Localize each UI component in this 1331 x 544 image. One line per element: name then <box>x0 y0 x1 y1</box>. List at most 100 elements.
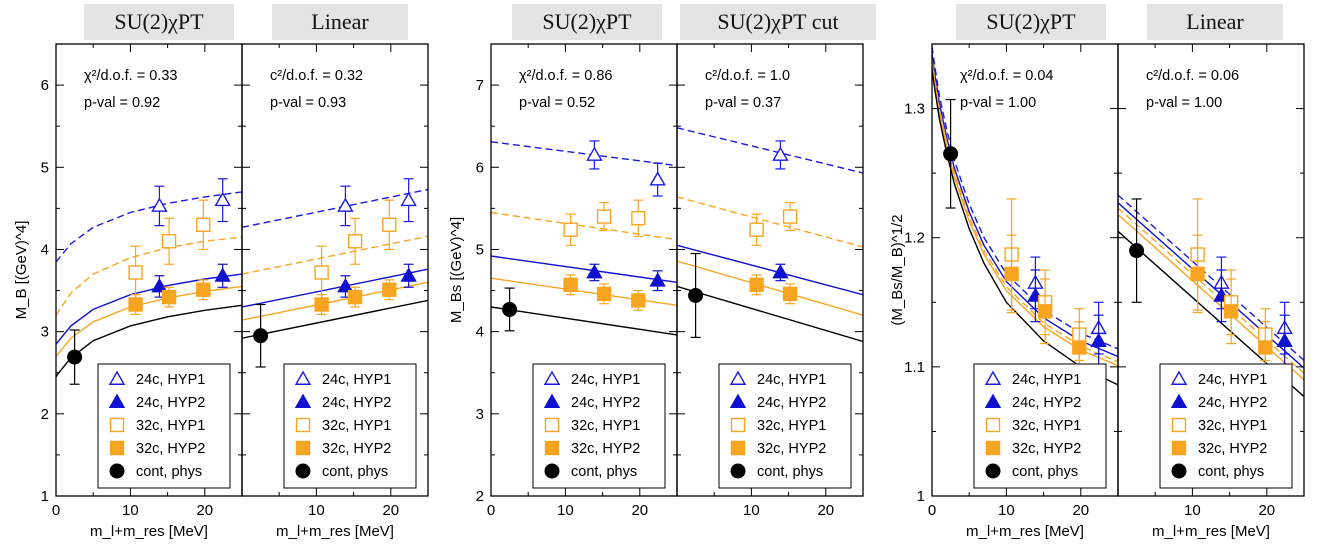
fit-curves <box>242 188 428 339</box>
data-point <box>782 286 798 302</box>
x-tick-label: 10 <box>998 502 1015 519</box>
plot-frame <box>241 43 429 497</box>
legend-label: 32c, HYP1 <box>757 418 826 434</box>
x-tick-label: 20 <box>196 502 213 519</box>
x-tick-label: 10 <box>743 502 760 519</box>
legend-label: 32c, HYP1 <box>136 418 205 434</box>
y-tick-label: 1.1 <box>904 359 925 376</box>
x-tick-label: 20 <box>1258 502 1275 519</box>
y-tick-label: 2 <box>41 406 49 423</box>
y-tick-label: 3 <box>41 324 49 341</box>
legend-marker <box>108 393 126 408</box>
y-tick-label: 1.3 <box>904 101 925 118</box>
legend: 24c, HYP1 24c, HYP2 32c, HYP1 32c, HYP2 cont… <box>97 363 231 489</box>
fit-line <box>677 196 863 248</box>
data-point <box>1090 332 1107 347</box>
panel-title-5: SU(2)χPT <box>956 4 1106 40</box>
legend-marker <box>984 370 1002 385</box>
legend-label: cont, phys <box>1198 464 1264 480</box>
data-point <box>596 209 612 224</box>
panel-title-3: SU(2)χPT <box>512 4 662 40</box>
legend-marker <box>729 393 747 408</box>
fit-quality-text: χ²/d.o.f. = 0.04 <box>960 68 1053 84</box>
fit-line <box>932 46 1118 350</box>
legend-label: 24c, HYP1 <box>136 372 205 388</box>
data-point <box>1258 340 1273 355</box>
fit-line <box>242 299 428 339</box>
data-point <box>772 264 789 279</box>
legend: 24c, HYP1 24c, HYP2 32c, HYP1 32c, HYP2 cont… <box>973 363 1107 489</box>
data-point <box>1004 266 1019 282</box>
fit-line <box>242 268 428 308</box>
y-tick-label: 6 <box>476 159 484 176</box>
data-point <box>1072 340 1087 355</box>
data-point <box>151 197 168 212</box>
data-point <box>382 282 397 297</box>
legend-marker <box>730 463 746 479</box>
legend-marker <box>294 370 312 385</box>
fit-line <box>242 281 428 321</box>
x-axis-label: m_l+m_res [MeV] <box>1152 523 1270 540</box>
data-point <box>337 278 354 293</box>
data-point <box>563 277 578 292</box>
panel-1: 0 10 20 1 2 3 4 5 6 χ²/d.o.f. = 0.33 p-val = 0.92 m… <box>13 43 243 540</box>
legend-label: 32c, HYP2 <box>1198 441 1267 457</box>
data-point <box>151 278 168 293</box>
data-point <box>1190 266 1205 282</box>
fit-line <box>677 260 863 316</box>
fit-line <box>491 255 677 283</box>
legend-label: 24c, HYP2 <box>571 395 640 411</box>
data-point <box>314 265 329 280</box>
panel-2: 10 20 c²/d.o.f. = 0.32 p-val = 0.93 m_l+m_re… <box>241 43 429 540</box>
legend-label: 24c, HYP2 <box>1198 395 1267 411</box>
x-tick-label: 10 <box>122 502 139 519</box>
legend-label: 32c, HYP1 <box>1012 418 1081 434</box>
panel-4: 10 20 c²/d.o.f. = 1.0 p-val = 0.37 24c, HYP1… <box>676 43 864 519</box>
x-tick-label: 20 <box>817 502 834 519</box>
legend-marker <box>295 417 311 433</box>
data-point <box>502 301 518 317</box>
legend-marker <box>543 393 561 408</box>
legend-label: 32c, HYP2 <box>571 441 640 457</box>
y-tick-label: 4 <box>476 324 484 341</box>
legend-label: 24c, HYP1 <box>571 372 640 388</box>
fit-line <box>1118 202 1304 369</box>
legend-label: 24c, HYP2 <box>1012 395 1081 411</box>
legend-marker <box>108 370 126 385</box>
legend-label: 24c, HYP1 <box>322 372 391 388</box>
p-value-text: p-val = 0.52 <box>519 95 595 111</box>
data-point <box>586 264 603 279</box>
p-value-text: p-val = 0.37 <box>705 95 781 111</box>
legend-label: 24c, HYP2 <box>322 395 391 411</box>
fit-line <box>491 141 677 167</box>
legend-label: 24c, HYP1 <box>1198 372 1267 388</box>
x-tick-label: 0 <box>52 502 60 519</box>
data-point <box>128 265 143 280</box>
fit-quality-text: c²/d.o.f. = 0.32 <box>270 68 363 84</box>
fit-line <box>491 306 677 336</box>
data-point <box>749 277 764 292</box>
data-point <box>196 282 211 297</box>
x-axis-label: m_l+m_res [MeV] <box>966 523 1084 540</box>
legend-marker <box>295 440 311 456</box>
fit-line <box>677 285 863 343</box>
data-point <box>688 287 704 303</box>
data-point <box>631 211 646 226</box>
data-point <box>1037 304 1053 319</box>
legend-label: 32c, HYP1 <box>1198 418 1267 434</box>
legend-marker <box>1170 393 1188 408</box>
data-point <box>631 293 646 308</box>
legend-label: 32c, HYP1 <box>322 418 391 434</box>
data-point <box>563 222 578 237</box>
p-value-text: p-val = 1.00 <box>1146 95 1222 111</box>
legend-marker <box>1171 463 1187 479</box>
legend-marker <box>1171 417 1187 433</box>
fit-line <box>1118 194 1304 361</box>
y-tick-label: 6 <box>41 77 49 94</box>
legend-label: 24c, HYP2 <box>757 395 826 411</box>
fit-line <box>1118 213 1304 381</box>
fit-quality-text: c²/d.o.f. = 1.0 <box>705 68 790 84</box>
legend-label: 24c, HYP1 <box>1012 372 1081 388</box>
legend: 24c, HYP1 24c, HYP2 32c, HYP1 32c, HYP2 cont… <box>532 363 666 489</box>
